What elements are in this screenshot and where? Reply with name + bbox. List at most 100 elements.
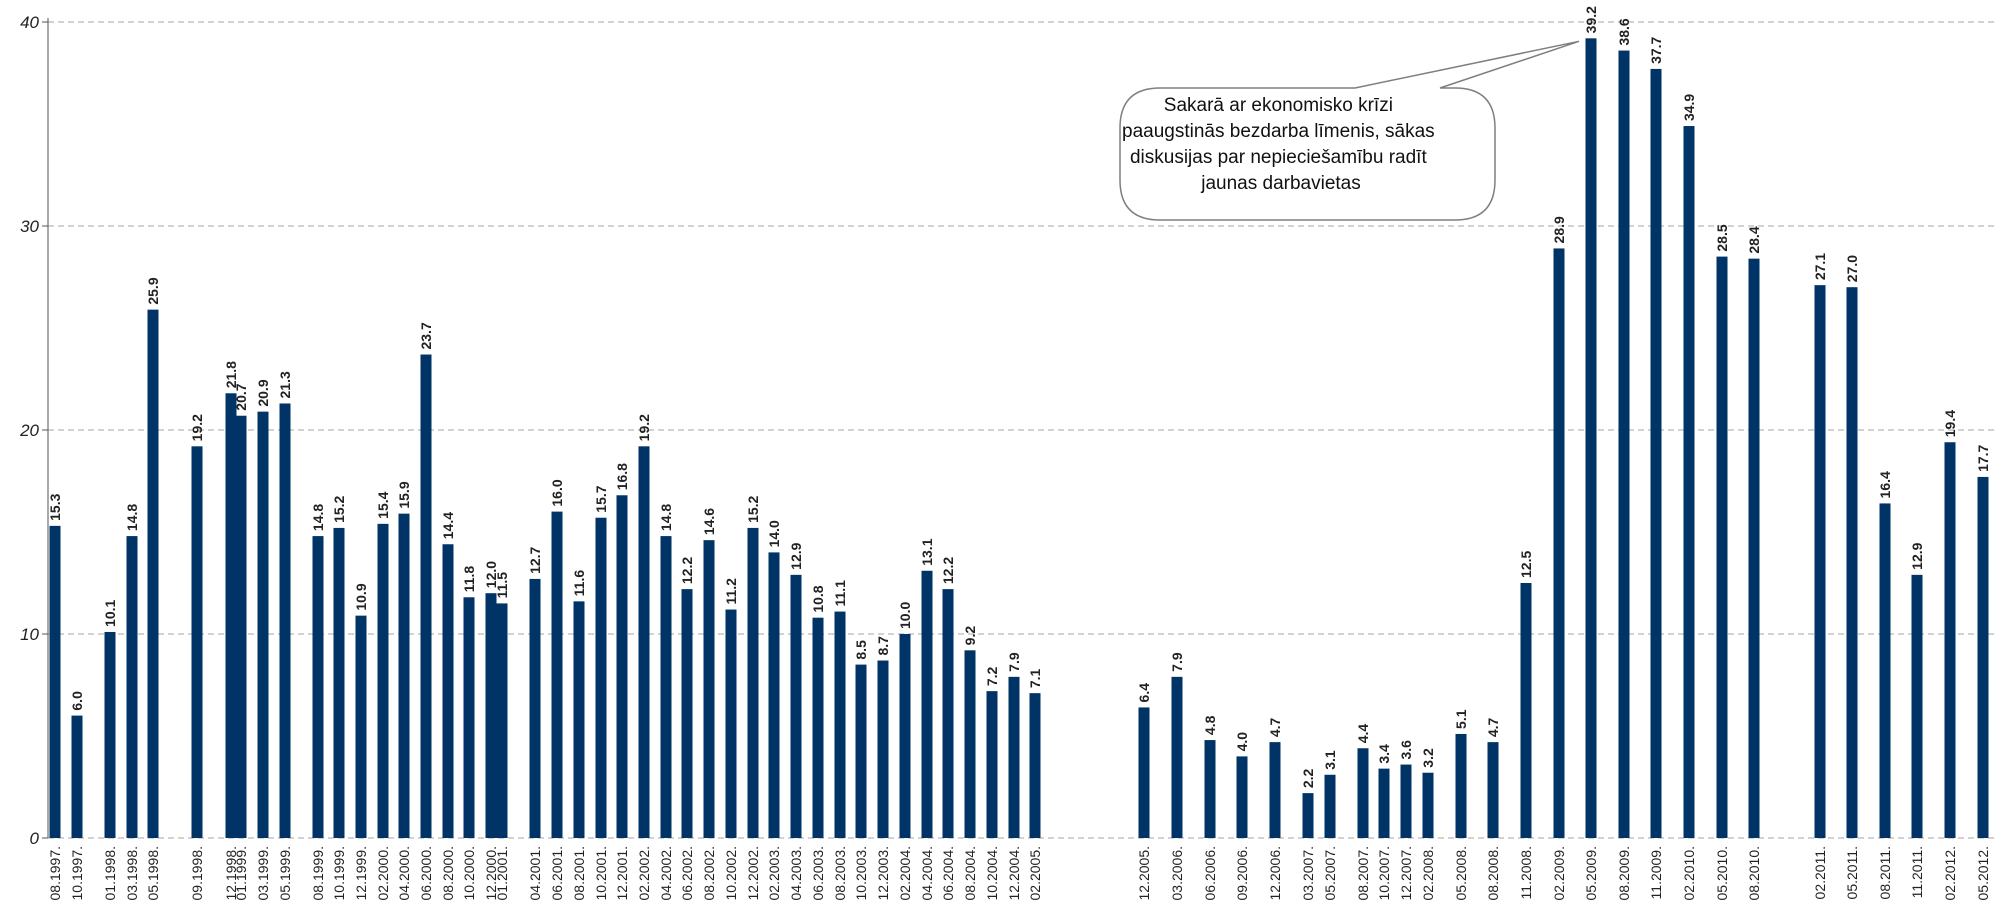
x-tick-label-05.2007.: 05.2007.	[1322, 846, 1338, 901]
callout-line-3: diskusijas par nepieciešamību radīt	[1130, 147, 1427, 168]
x-tick-label-10.2001.: 10.2001.	[593, 846, 609, 901]
bar-08.2007.	[1357, 748, 1369, 838]
x-tick-label-08.2000.: 08.2000.	[440, 846, 456, 901]
data-label-10.2000.: 11.8	[461, 566, 477, 593]
annotation-callout: Sakarā ar ekonomisko krīzi paaugstinās b…	[1119, 40, 1580, 221]
data-label-05.2011.: 27.0	[1844, 255, 1860, 282]
bar-01.2001.	[496, 603, 508, 838]
data-label-06.2003.: 10.8	[810, 585, 826, 612]
bar-04.2004.	[921, 570, 933, 838]
x-tick-label-03.2006.: 03.2006.	[1169, 846, 1185, 901]
x-tick-label-04.2001.: 04.2001.	[527, 846, 543, 901]
x-tick-label-05.2008.: 05.2008.	[1453, 846, 1469, 901]
x-tick-label-11.2009.: 11.2009.	[1648, 846, 1664, 899]
bar-05.2008.	[1455, 733, 1467, 838]
bar-04.2003.	[790, 574, 802, 838]
x-tick-label-08.2007.: 08.2007.	[1355, 846, 1371, 901]
x-tick-label-04.2000.: 04.2000.	[396, 846, 412, 901]
bar-05.2009.	[1585, 38, 1597, 838]
bar-06.2001.	[551, 511, 563, 838]
data-label-10.1999.: 15.2	[331, 495, 347, 522]
callout-line-4: jaunas darbavietas	[1200, 173, 1361, 194]
bar-12.2005.	[1138, 707, 1150, 838]
data-label-10.1997.: 6.0	[69, 691, 85, 711]
data-label-02.2012.: 19.4	[1942, 410, 1958, 437]
x-tick-label-05.2009.: 05.2009.	[1583, 846, 1599, 901]
x-tick-label-02.2000.: 02.2000.	[375, 846, 391, 901]
x-tick-label-02.2004.: 02.2004.	[897, 846, 913, 901]
bar-12.2003.	[877, 660, 889, 838]
x-tick-label-03.1999.: 03.1999.	[255, 846, 271, 901]
x-tick-label-12.2004.: 12.2004.	[1006, 846, 1022, 901]
data-label-05.2007.: 3.1	[1322, 750, 1338, 770]
x-tick-label-11.2011.: 11.2011.	[1909, 846, 1925, 898]
bar-12.2007.	[1400, 764, 1412, 838]
data-label-03.1999.: 20.9	[255, 379, 271, 406]
x-tick-label-10.1999.: 10.1999.	[331, 846, 347, 901]
data-label-05.1999.: 21.3	[277, 371, 293, 398]
x-tick-label-10.2002.: 10.2002.	[723, 846, 739, 901]
bar-05.2012.	[1977, 476, 1989, 838]
bar-05.1998.	[147, 309, 159, 838]
bar-02.2002.	[638, 446, 650, 838]
bar-04.2002.	[660, 536, 672, 838]
bar-06.2003.	[812, 617, 824, 838]
x-tick-label-12.2005.: 12.2005.	[1136, 846, 1152, 901]
x-tick-label-09.2006.: 09.2006.	[1234, 846, 1250, 901]
bar-02.2005.	[1029, 693, 1041, 838]
x-tick-label-02.2010.: 02.2010.	[1681, 846, 1697, 901]
bar-10.2007.	[1378, 768, 1390, 838]
data-label-02.2000.: 15.4	[375, 491, 391, 518]
bar-02.2012.	[1944, 442, 1956, 838]
bar-08.2008.	[1487, 742, 1499, 838]
bar-02.2009.	[1553, 248, 1565, 838]
bar-09.2006.	[1236, 756, 1248, 838]
data-label-02.2002.: 19.2	[636, 414, 652, 441]
bar-04.2001.	[529, 578, 541, 838]
x-axis: 08.1997. 10.1997. 01.1998. 03.1998. 05.1998.…	[47, 846, 1991, 901]
callout-bubble	[1119, 40, 1580, 221]
y-tick-label-10: 10	[20, 625, 39, 644]
bars	[49, 38, 1989, 839]
data-label-12.2001.: 16.8	[614, 463, 630, 490]
data-label-08.2004.: 9.2	[962, 626, 978, 646]
x-tick-label-08.2004.: 08.2004.	[962, 846, 978, 901]
x-tick-label-06.2003.: 06.2003.	[810, 846, 826, 901]
bar-03.2006.	[1171, 676, 1183, 838]
x-tick-label-06.2004.: 06.2004.	[940, 846, 956, 901]
data-label-01.1998.: 10.1	[102, 599, 118, 626]
data-label-02.2009.: 28.9	[1551, 216, 1567, 243]
bar-05.2007.	[1324, 774, 1336, 838]
x-tick-label-04.2004.: 04.2004.	[919, 846, 935, 901]
bar-02.2010.	[1683, 126, 1695, 839]
bar-04.2000.	[398, 513, 410, 838]
data-label-02.2011.: 27.1	[1812, 253, 1828, 280]
x-tick-label-09.1998.: 09.1998.	[189, 846, 205, 901]
x-tick-label-12.2002.: 12.2002.	[745, 846, 761, 901]
data-label-10.2001.: 15.7	[593, 485, 609, 512]
x-tick-label-12.2006.: 12.2006.	[1267, 846, 1283, 901]
data-label-08.2008.: 4.7	[1485, 717, 1501, 737]
data-label-12.2000.: 12.0	[483, 561, 499, 588]
bar-12.1998.	[225, 393, 237, 838]
data-label-10.2003.: 8.5	[853, 640, 869, 660]
x-tick-label-12.1999.: 12.1999.	[353, 846, 369, 901]
bar-01.1999.	[235, 415, 247, 838]
x-tick-label-05.2012.: 05.2012.	[1975, 846, 1991, 901]
x-tick-label-04.2002.: 04.2002.	[658, 846, 674, 901]
data-label-08.2011.: 16.4	[1877, 471, 1893, 498]
data-label-12.1999.: 10.9	[353, 583, 369, 610]
x-tick-label-06.2002.: 06.2002.	[679, 846, 695, 901]
x-tick-label-04.2003.: 04.2003.	[788, 846, 804, 901]
x-tick-label-02.2003.: 02.2003.	[766, 846, 782, 901]
x-tick-label-02.2002.: 02.2002.	[636, 846, 652, 901]
x-tick-label-02.2009.: 02.2009.	[1551, 846, 1567, 901]
data-label-04.2002.: 14.8	[658, 504, 674, 531]
bar-06.2004.	[942, 589, 954, 838]
x-tick-label-08.1997.: 08.1997.	[47, 846, 63, 901]
x-tick-label-10.2003.: 10.2003.	[853, 846, 869, 901]
data-label-05.2009.: 39.2	[1583, 6, 1599, 33]
bar-10.1999.	[333, 527, 345, 838]
bar-02.2004.	[899, 634, 911, 838]
data-label-11.2009.: 37.7	[1648, 36, 1664, 63]
